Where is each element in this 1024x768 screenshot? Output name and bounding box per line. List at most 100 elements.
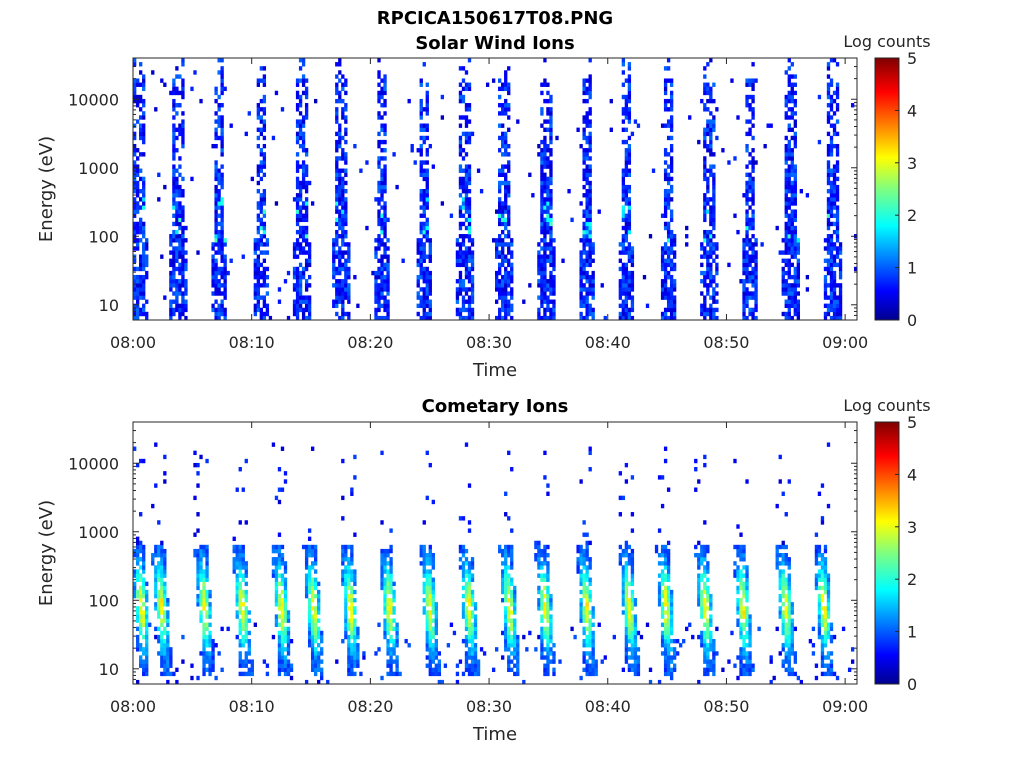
heatmap-cell: [458, 287, 463, 292]
heatmap-cell: [467, 630, 472, 636]
heatmap-cell: [591, 242, 595, 247]
heatmap-cell: [588, 172, 592, 178]
heatmap-cell: [449, 622, 454, 627]
heatmap-cell: [142, 74, 146, 79]
heatmap-cell: [793, 201, 797, 206]
heatmap-cell: [597, 209, 601, 214]
heatmap-cell: [832, 201, 837, 206]
heatmap-cell: [425, 82, 429, 87]
heatmap-cell: [501, 103, 505, 108]
heatmap-cell: [253, 242, 257, 247]
heatmap-cell: [507, 516, 511, 521]
heatmap-cell: [220, 184, 224, 190]
heatmap-cell: [549, 229, 553, 235]
heatmap-cell: [145, 638, 149, 644]
heatmap-cell: [531, 193, 535, 198]
heatmap-cell: [585, 626, 589, 632]
heatmap-cell: [341, 458, 345, 464]
heatmap-cell: [760, 242, 764, 247]
heatmap-cell: [470, 565, 475, 570]
heatmap-cell: [624, 274, 629, 280]
heatmap-cell: [139, 168, 143, 173]
heatmap-cell: [356, 651, 360, 656]
heatmap-cell: [425, 168, 429, 173]
heatmap-cell: [790, 315, 794, 321]
heatmap-cell: [513, 618, 517, 623]
heatmap-cell: [663, 307, 668, 313]
heatmap-cell: [817, 139, 822, 145]
heatmap-cell: [374, 315, 378, 321]
heatmap-cell: [627, 119, 632, 124]
heatmap-cell: [295, 270, 300, 276]
heatmap-cell: [543, 561, 547, 566]
heatmap-cell: [359, 168, 363, 173]
heatmap-cell: [226, 270, 230, 276]
x-tick-label: 08:50: [703, 333, 749, 352]
heatmap-cell: [136, 462, 140, 468]
heatmap-cell: [504, 598, 508, 603]
heatmap-cell: [582, 614, 586, 619]
heatmap-cell: [546, 111, 550, 116]
heatmap-cell: [582, 585, 586, 591]
heatmap-cell: [259, 250, 264, 255]
heatmap-cell: [347, 299, 351, 304]
heatmap-cell: [501, 172, 505, 178]
heatmap-cell: [280, 630, 285, 636]
heatmap-cell: [745, 217, 749, 223]
heatmap-cell: [588, 111, 592, 116]
heatmap-cell: [669, 246, 674, 251]
heatmap-cell: [172, 180, 176, 186]
heatmap-cell: [211, 647, 215, 652]
heatmap-cell: [244, 589, 248, 595]
heatmap-cell: [280, 581, 285, 587]
heatmap-cell: [295, 152, 300, 157]
heatmap-cell: [425, 610, 429, 615]
heatmap-cell: [440, 679, 445, 685]
heatmap-cell: [540, 614, 544, 619]
heatmap-cell: [594, 671, 598, 677]
heatmap-cell: [320, 671, 324, 677]
heatmap-cell: [142, 311, 146, 317]
heatmap-cell: [838, 283, 843, 288]
heatmap-cell: [286, 610, 291, 615]
heatmap-cell: [685, 225, 689, 231]
heatmap-cell: [582, 295, 586, 300]
heatmap-cell: [265, 671, 270, 677]
heatmap-cell: [136, 180, 140, 186]
heatmap-cell: [142, 201, 146, 206]
heatmap-cell: [582, 553, 586, 558]
heatmap-cell: [425, 663, 429, 668]
heatmap-cell: [784, 234, 788, 239]
heatmap-cell: [513, 598, 517, 603]
heatmap-cell: [835, 184, 840, 190]
heatmap-cell: [145, 659, 149, 664]
heatmap-cell: [507, 667, 511, 673]
heatmap-cell: [790, 172, 794, 178]
heatmap-cell: [238, 565, 242, 570]
heatmap-cell: [133, 184, 137, 190]
heatmap-cell: [549, 647, 553, 652]
heatmap-cell: [208, 655, 212, 660]
heatmap-cell: [277, 557, 282, 562]
heatmap-cell: [145, 581, 149, 587]
heatmap-cell: [461, 671, 466, 677]
heatmap-cell: [196, 483, 200, 488]
heatmap-cell: [181, 234, 185, 239]
heatmap-cell: [386, 311, 390, 317]
heatmap-cell: [715, 262, 719, 268]
heatmap-cell: [543, 573, 547, 578]
heatmap-cell: [202, 643, 206, 648]
heatmap-cell: [380, 213, 384, 218]
heatmap-cell: [344, 82, 348, 87]
heatmap-cell: [425, 638, 429, 644]
heatmap-cell: [835, 303, 840, 309]
heatmap-cell: [549, 201, 553, 206]
heatmap-cell: [742, 193, 746, 198]
heatmap-cell: [470, 667, 475, 673]
heatmap-cell: [310, 638, 315, 644]
heatmap-cell: [793, 176, 797, 182]
heatmap-cell: [425, 160, 429, 165]
heatmap-cell: [522, 634, 526, 640]
heatmap-cell: [142, 589, 146, 595]
heatmap-cell: [217, 221, 221, 227]
